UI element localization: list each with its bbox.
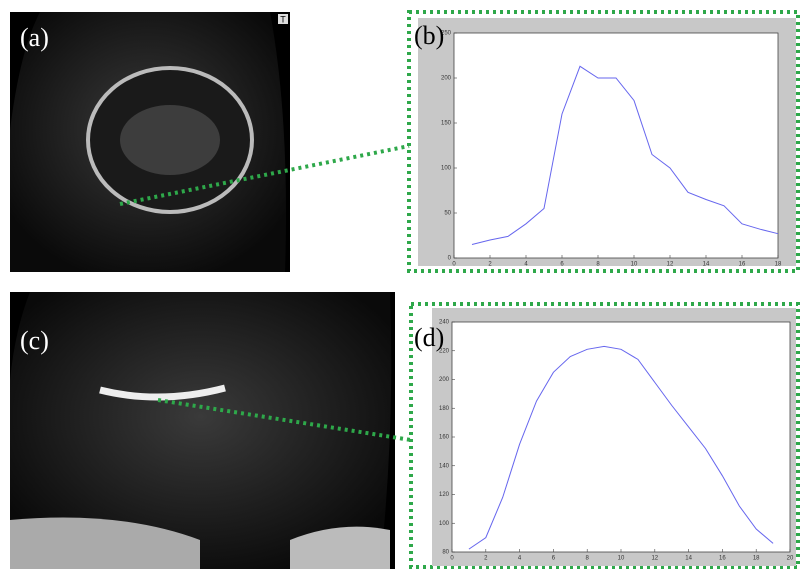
ultrasound-c: (c) bbox=[10, 292, 395, 569]
x-tick-label: 20 bbox=[787, 556, 794, 562]
x-tick-label: 4 bbox=[524, 262, 528, 268]
image-marker: T bbox=[280, 14, 286, 24]
callouts bbox=[119, 10, 800, 569]
x-tick-label: 0 bbox=[452, 262, 456, 268]
x-tick-label: 12 bbox=[667, 262, 674, 268]
y-tick-label: 120 bbox=[439, 492, 450, 498]
x-tick-label: 12 bbox=[651, 556, 658, 562]
x-tick-label: 10 bbox=[618, 556, 625, 562]
y-tick-label: 50 bbox=[444, 211, 451, 217]
x-tick-label: 4 bbox=[518, 556, 522, 562]
line bbox=[471, 65, 779, 245]
ultrasound-a: T (a) bbox=[10, 12, 290, 272]
x-tick-label: 18 bbox=[753, 556, 760, 562]
x-tick-label: 2 bbox=[488, 262, 492, 268]
y-tick-label: 150 bbox=[441, 121, 452, 127]
y-tick-label: 200 bbox=[441, 76, 452, 82]
x-tick-label: 8 bbox=[586, 556, 590, 562]
y-tick-label: 240 bbox=[439, 320, 450, 326]
x-tick-label: 6 bbox=[552, 556, 556, 562]
panel-label: (b) bbox=[414, 21, 444, 50]
y-tick-label: 100 bbox=[441, 166, 452, 172]
y-tick-label: 80 bbox=[442, 550, 449, 556]
panel-label: (d) bbox=[414, 323, 444, 352]
x-tick-label: 6 bbox=[560, 262, 564, 268]
y-tick-label: 0 bbox=[448, 256, 452, 262]
x-tick-label: 0 bbox=[450, 556, 454, 562]
x-tick-label: 14 bbox=[703, 262, 710, 268]
y-tick-label: 180 bbox=[439, 406, 450, 412]
y-tick-label: 200 bbox=[439, 377, 450, 383]
y-tick-label: 250 bbox=[441, 31, 452, 37]
x-tick-label: 18 bbox=[775, 262, 782, 268]
line bbox=[468, 345, 774, 550]
x-tick-label: 16 bbox=[719, 556, 726, 562]
plot-area bbox=[451, 321, 791, 553]
x-tick-label: 10 bbox=[631, 262, 638, 268]
plot-area bbox=[453, 32, 779, 259]
panel-label: (c) bbox=[20, 326, 49, 355]
y-tick-label: 140 bbox=[439, 463, 450, 469]
x-tick-label: 2 bbox=[484, 556, 488, 562]
y-tick-label: 220 bbox=[439, 348, 450, 354]
y-tick-label: 100 bbox=[439, 521, 450, 527]
y-tick-label: 160 bbox=[439, 435, 450, 441]
x-tick-label: 14 bbox=[685, 556, 692, 562]
x-tick-label: 8 bbox=[596, 262, 600, 268]
x-tick-label: 16 bbox=[739, 262, 746, 268]
panel-label: (a) bbox=[20, 23, 49, 52]
